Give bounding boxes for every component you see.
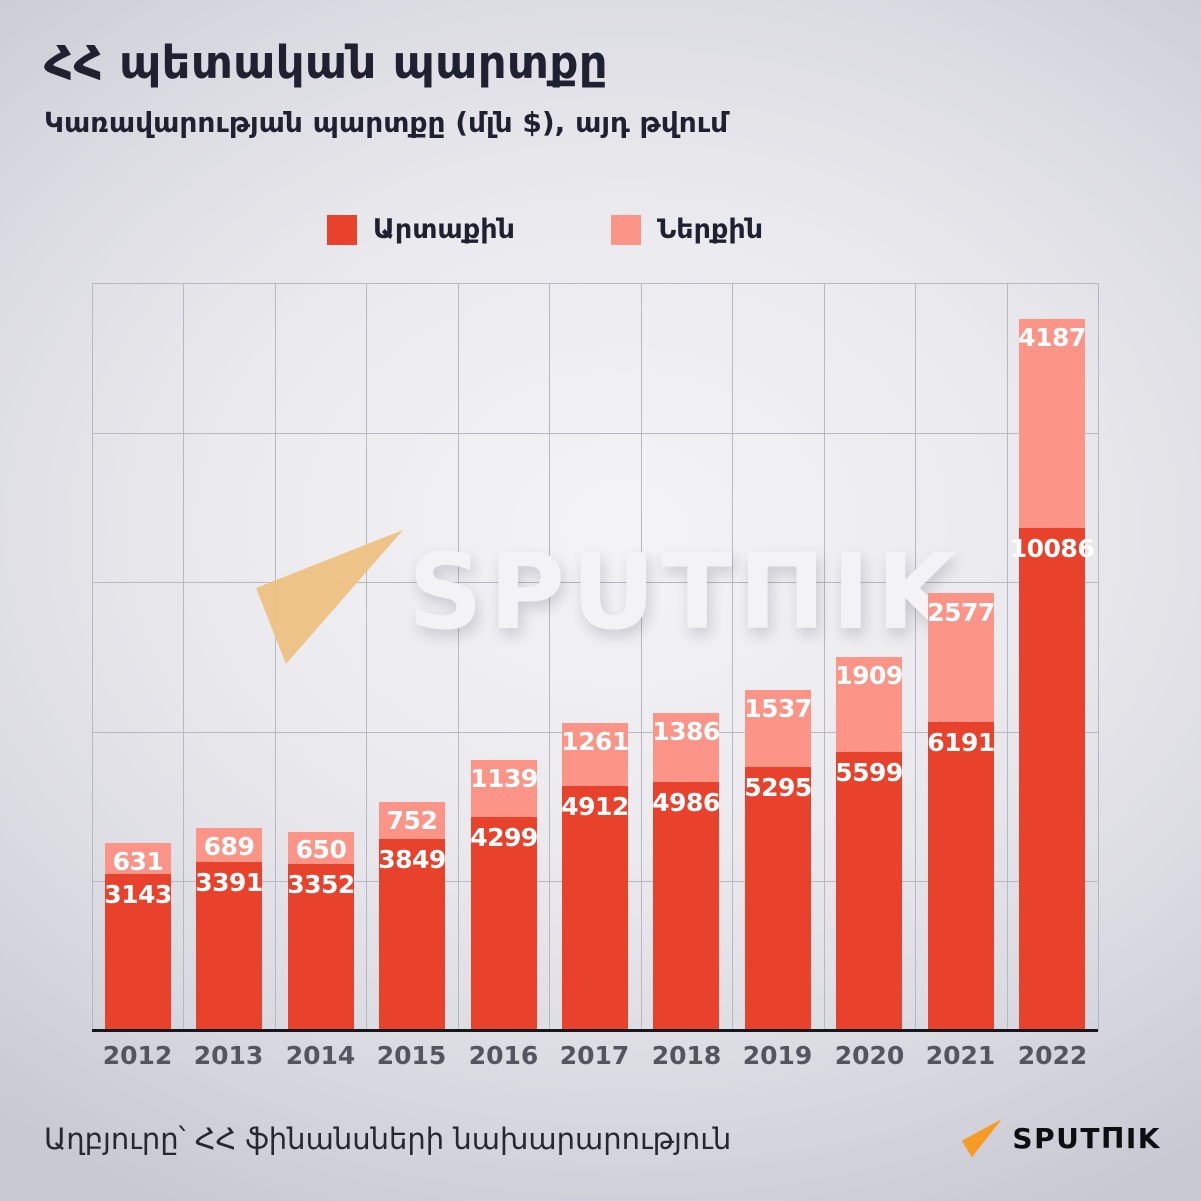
gridline-vertical (366, 283, 367, 1031)
page-subtitle: Կառավարության պարտքը (մլն $), այդ թվում (44, 106, 729, 139)
value-label-external-2020: 5599 (835, 758, 903, 787)
gridline-vertical (458, 283, 459, 1031)
value-label-external-2017: 4912 (561, 792, 629, 821)
value-label-external-2018: 4986 (652, 788, 720, 817)
x-axis-label-2020: 2020 (834, 1041, 905, 1070)
gridline-vertical (1007, 283, 1008, 1031)
gridline-vertical (732, 283, 733, 1031)
value-label-internal-2012: 631 (112, 847, 164, 876)
bar-internal-2019 (745, 690, 811, 767)
bar-external-2012 (105, 874, 171, 1031)
value-label-external-2019: 5295 (744, 773, 812, 802)
bar-external-2022 (1019, 528, 1085, 1031)
bar-external-2020 (836, 752, 902, 1031)
gridline-horizontal (92, 582, 1098, 583)
bar-external-2013 (196, 862, 262, 1031)
legend-swatch-external-icon (326, 214, 357, 245)
bar-external-2014 (288, 864, 354, 1031)
bar-external-2015 (379, 839, 445, 1031)
chart-legend: Արտաքին Ներքին (0, 214, 1090, 245)
bars-layer: 631 3143 689 3391 650 3352 752 3849 1139 4299 1261… (92, 283, 1098, 1031)
value-label-external-2014: 3352 (287, 870, 355, 899)
bar-internal-2021 (928, 593, 994, 722)
bar-internal-2022 (1019, 319, 1085, 528)
source-note: Աղբյուրը՝ ՀՀ ֆինանսների նախարարություն (44, 1122, 732, 1156)
legend-label-internal: Ներքին (656, 214, 764, 245)
sputnik-logo-text: SPUTΠIK (1012, 1121, 1161, 1155)
value-label-external-2015: 3849 (378, 845, 446, 874)
sputnik-logo-plane-icon (962, 1118, 1003, 1158)
x-axis-label-2018: 2018 (651, 1041, 722, 1070)
bar-external-2018 (653, 782, 719, 1031)
x-axis-label-2014: 2014 (285, 1041, 356, 1070)
value-label-external-2021: 6191 (927, 728, 995, 757)
gridline-vertical (92, 283, 93, 1031)
x-axis-label-2021: 2021 (925, 1041, 996, 1070)
gridline-horizontal (92, 433, 1098, 434)
gridline-vertical (183, 283, 184, 1031)
x-axis-label-2016: 2016 (468, 1041, 539, 1070)
value-label-external-2012: 3143 (104, 880, 172, 909)
x-axis-label-2017: 2017 (559, 1041, 630, 1070)
x-axis-label-2012: 2012 (102, 1041, 173, 1070)
bar-internal-2016 (471, 760, 537, 817)
legend-label-external: Արտաքին (372, 214, 515, 245)
bar-external-2019 (745, 767, 811, 1031)
x-axis-line (92, 1029, 1098, 1032)
value-label-internal-2015: 752 (386, 806, 438, 835)
sputnik-logo: SPUTΠIK (960, 1116, 1161, 1160)
bar-external-2016 (471, 817, 537, 1031)
bar-internal-2013 (196, 828, 262, 862)
gridline-vertical (1098, 283, 1099, 1031)
legend-item-internal: Ներքին (610, 214, 764, 245)
value-label-external-2022: 10086 (1009, 534, 1095, 563)
value-label-internal-2020: 1909 (835, 661, 903, 690)
bar-internal-2018 (653, 713, 719, 782)
bar-external-2017 (562, 786, 628, 1031)
x-axis-label-2019: 2019 (742, 1041, 813, 1070)
value-label-external-2013: 3391 (195, 868, 263, 897)
bar-internal-2012 (105, 843, 171, 874)
value-label-internal-2014: 650 (295, 835, 347, 864)
bar-internal-2015 (379, 802, 445, 839)
watermark-text: SPUTΠIK (408, 531, 963, 653)
bar-chart: 631 3143 689 3391 650 3352 752 3849 1139 4299 1261… (92, 283, 1099, 1068)
x-axis-label-2022: 2022 (1017, 1041, 1088, 1070)
value-label-internal-2022: 4187 (1018, 323, 1086, 352)
bar-internal-2014 (288, 832, 354, 864)
gridline-vertical (824, 283, 825, 1031)
value-label-internal-2018: 1386 (652, 717, 720, 746)
gridline-horizontal (92, 283, 1098, 284)
value-label-internal-2013: 689 (203, 832, 255, 861)
bar-internal-2017 (562, 723, 628, 786)
gridline-vertical (549, 283, 550, 1031)
value-label-internal-2021: 2577 (927, 598, 995, 627)
legend-swatch-internal-icon (610, 214, 641, 245)
value-label-external-2016: 4299 (470, 823, 538, 852)
gridline-vertical (915, 283, 916, 1031)
gridline-vertical (275, 283, 276, 1031)
sputnik-watermark: SPUTΠIK (248, 518, 963, 666)
bar-external-2021 (928, 722, 994, 1031)
x-axis-label-2013: 2013 (193, 1041, 264, 1070)
value-label-internal-2019: 1537 (744, 694, 812, 723)
value-label-internal-2016: 1139 (470, 764, 538, 793)
page-title: ՀՀ պետական պարտքը (44, 36, 608, 89)
gridline-vertical (641, 283, 642, 1031)
x-axis-label-2015: 2015 (376, 1041, 447, 1070)
legend-item-external: Արտաքին (326, 214, 515, 245)
bar-internal-2020 (836, 657, 902, 752)
watermark-plane-icon (256, 530, 403, 664)
value-label-internal-2017: 1261 (561, 727, 629, 756)
